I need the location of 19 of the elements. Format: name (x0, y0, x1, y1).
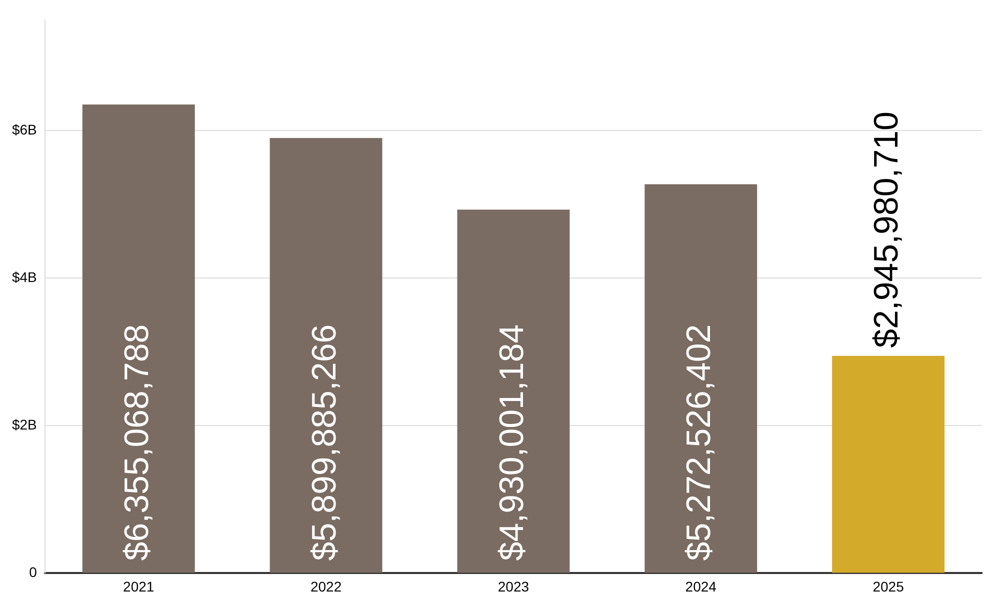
y-tick-label: $4B (12, 269, 37, 286)
data-label: $6,355,068,788 (118, 324, 156, 561)
y-tick-label: $2B (12, 416, 37, 433)
data-label: $4,930,001,184 (492, 324, 531, 561)
data-label: $5,272,526,402 (680, 324, 718, 561)
y-tick-label: 0 (29, 564, 38, 580)
x-tick-label: 2023 (498, 578, 530, 594)
bar (270, 138, 382, 573)
x-tick-label: 2024 (685, 578, 717, 594)
x-tick-label: 2025 (872, 578, 904, 594)
x-tick-label: 2021 (123, 578, 154, 594)
bar (644, 184, 758, 573)
data-label: $2,945,980,710 (868, 112, 906, 348)
bar (457, 210, 570, 573)
x-tick-label: 2022 (310, 578, 342, 594)
y-tick-label: $6B (12, 122, 37, 138)
bar (82, 104, 195, 573)
bar (832, 356, 945, 573)
data-label: $5,899,885,266 (305, 324, 344, 561)
